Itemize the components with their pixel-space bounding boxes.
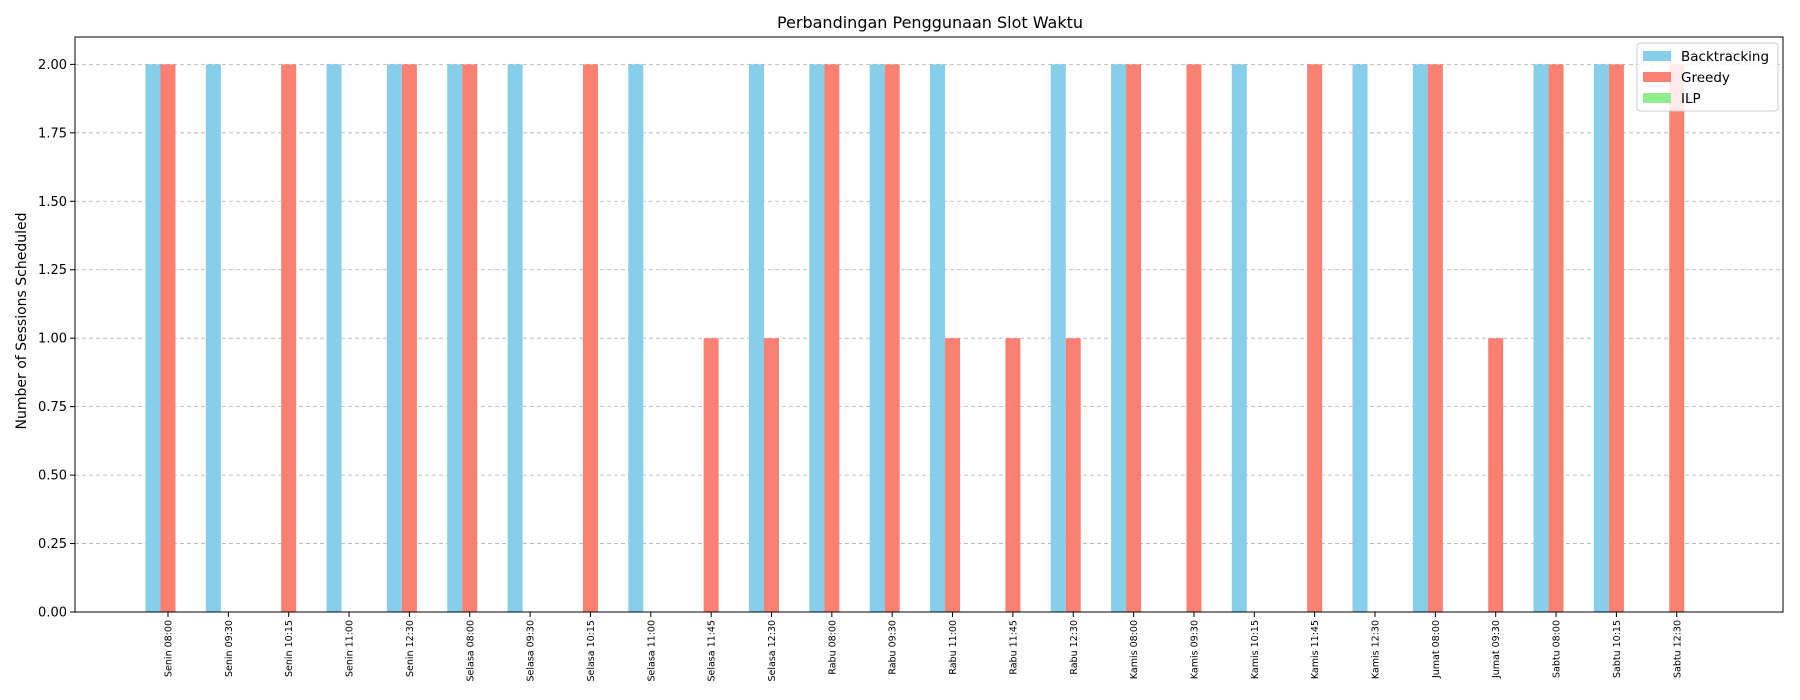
x-tick-label: Sabtu 10:15 (1612, 620, 1623, 678)
legend-swatch-ilp (1643, 93, 1671, 103)
bar-greedy (160, 64, 176, 612)
legend-swatch-greedy (1643, 72, 1671, 82)
x-tick-label: Kamis 08:00 (1129, 620, 1140, 679)
x-tick-label: Rabu 08:00 (827, 620, 838, 675)
bars (145, 64, 1685, 612)
y-tick-label: 1.75 (38, 126, 67, 141)
legend-label-greedy: Greedy (1681, 70, 1730, 86)
y-tick-label: 1.50 (38, 195, 67, 210)
bar-backtracking (1412, 64, 1428, 612)
bar-greedy (1548, 64, 1564, 612)
bar-greedy (401, 64, 417, 612)
bar-greedy (1427, 64, 1443, 612)
x-tick-label: Senin 11:00 (345, 620, 356, 677)
legend-label-backtracking: Backtracking (1681, 49, 1769, 65)
bar-backtracking (145, 64, 161, 612)
y-ticks: 0.00 0.25 0.50 0.75 1.00 1.25 1.50 1.75 2.00 (38, 58, 75, 621)
bar-backtracking (1050, 64, 1066, 612)
bar-greedy (824, 64, 840, 612)
x-tick-label: Rabu 11:00 (948, 620, 959, 675)
y-tick-label: 2.00 (38, 58, 67, 73)
bar-greedy (884, 64, 900, 612)
bar-backtracking (386, 64, 402, 612)
x-tick-label: Rabu 11:45 (1008, 620, 1019, 675)
bar-backtracking (1352, 64, 1368, 612)
bar-backtracking (869, 64, 885, 612)
bar-backtracking (628, 64, 644, 612)
y-tick-label: 1.00 (38, 332, 67, 347)
y-tick-label: 1.25 (38, 263, 67, 278)
legend: Backtracking Greedy ILP (1636, 42, 1779, 112)
x-tick-label: Sabtu 12:30 (1672, 620, 1683, 678)
x-tick-label: Senin 09:30 (224, 620, 235, 677)
legend-swatch-backtracking (1643, 51, 1671, 61)
y-tick-label: 0.25 (38, 537, 67, 552)
x-tick-label: Selasa 11:00 (646, 620, 657, 682)
x-tick-label: Senin 08:00 (164, 620, 175, 677)
bar-greedy (703, 338, 719, 612)
bar-greedy (1669, 64, 1685, 612)
bar-backtracking (930, 64, 946, 612)
bar-greedy (1186, 64, 1202, 612)
x-tick-label: Selasa 08:00 (465, 620, 476, 682)
x-tick-label: Kamis 09:30 (1189, 620, 1200, 679)
legend-box (1636, 42, 1779, 112)
x-tick-label: Selasa 12:30 (767, 620, 778, 682)
bar-backtracking (749, 64, 764, 612)
bar-greedy (1005, 338, 1021, 612)
chart-title: Perbandingan Penggunaan Slot Waktu (777, 13, 1083, 32)
bar-greedy (281, 64, 297, 612)
bar-backtracking (205, 64, 221, 612)
bar-backtracking (507, 64, 523, 612)
bar-backtracking (809, 64, 825, 612)
bar-greedy (582, 64, 598, 612)
x-tick-label: Kamis 12:30 (1371, 620, 1382, 679)
x-tick-label: Selasa 09:30 (526, 620, 537, 682)
plot-frame (74, 36, 1784, 613)
axes (74, 36, 1784, 613)
x-tick-label: Rabu 12:30 (1069, 620, 1080, 675)
y-axis-label: Number of Sessions Scheduled (14, 212, 30, 429)
x-tick-label: Selasa 11:45 (707, 620, 718, 682)
bar-backtracking (1593, 64, 1609, 612)
bar-greedy (462, 64, 478, 612)
bar-greedy (1608, 64, 1624, 612)
bar-backtracking (1111, 64, 1127, 612)
x-tick-label: Kamis 11:45 (1310, 620, 1321, 679)
x-tick-label: Sabtu 08:00 (1552, 620, 1563, 678)
y-tick-label: 0.75 (38, 400, 67, 415)
bar-greedy (764, 338, 779, 612)
bar-greedy (1065, 338, 1081, 612)
x-tick-label: Senin 12:30 (405, 620, 416, 677)
x-tick-label: Selasa 10:15 (586, 620, 597, 682)
bar-backtracking (1231, 64, 1247, 612)
bar-greedy (945, 338, 961, 612)
bar-backtracking (447, 64, 463, 612)
y-tick-label: 0.50 (38, 469, 67, 484)
legend-label-ilp: ILP (1681, 91, 1701, 107)
x-tick-label: Senin 10:15 (284, 620, 295, 677)
bar-backtracking (326, 64, 342, 612)
x-tick-label: Jumat 08:00 (1431, 620, 1442, 679)
x-tick-label: Jumat 09:30 (1491, 620, 1502, 679)
bar-backtracking (1533, 64, 1549, 612)
bar-greedy (1307, 64, 1323, 612)
bar-greedy (1126, 64, 1142, 612)
x-ticks: Senin 08:00 Senin 09:30 Senin 10:15 Senin 1… (164, 612, 1683, 682)
y-tick-label: 0.00 (38, 606, 67, 621)
x-tick-label: Rabu 09:30 (888, 620, 899, 675)
bar-greedy (1488, 338, 1504, 612)
x-tick-label: Kamis 10:15 (1250, 620, 1261, 679)
